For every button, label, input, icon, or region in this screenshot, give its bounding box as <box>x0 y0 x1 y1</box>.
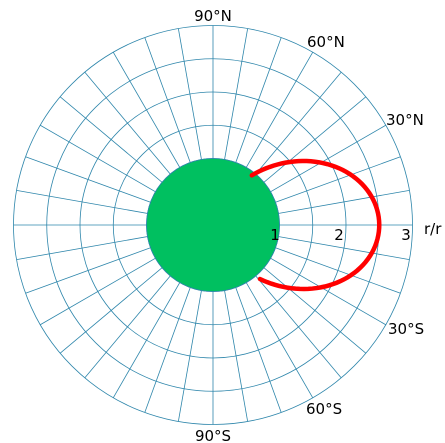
radial-tick-3: 3 <box>401 226 411 244</box>
label-90n: 90°N <box>194 7 232 25</box>
label-30s: 30°S <box>388 320 424 338</box>
label-60s: 60°S <box>306 400 342 418</box>
field-line-series <box>249 158 382 292</box>
label-30n: 30°N <box>386 111 424 129</box>
radial-tick-2: 2 <box>334 226 344 244</box>
radial-tick-1: 1 <box>270 226 280 244</box>
planet-disk <box>146 158 280 292</box>
label-60n: 60°N <box>307 33 345 51</box>
label-90s: 90°S <box>195 427 231 443</box>
radial-axis-label: r/r <box>424 220 442 238</box>
